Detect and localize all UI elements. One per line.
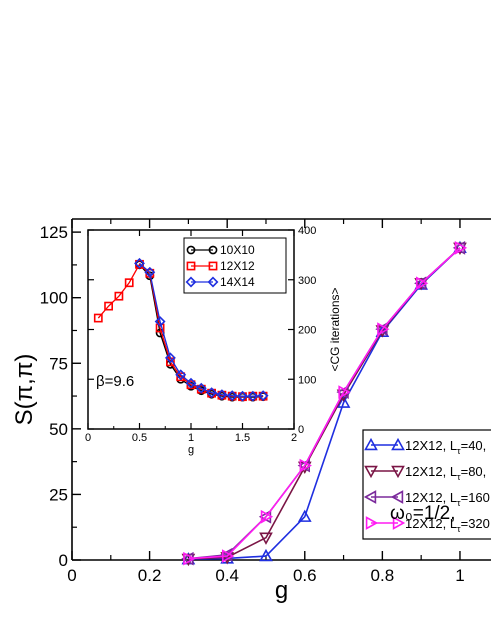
inset-x-tick-label: 0 [85, 432, 91, 444]
legend-marker [364, 437, 378, 451]
inset-series-3-point [237, 390, 248, 402]
inset-y-tick-label: 400 [298, 225, 316, 237]
main-plot: 0 0.2 0.4 0.6 0.8 10255075100125gS(π,π)12X12,… [11, 218, 491, 604]
inset-legend-label: 14X14 [220, 275, 255, 289]
main-series-2-point [259, 532, 273, 545]
main-series-1-point [336, 395, 351, 408]
inset-series-2-point [104, 301, 113, 311]
inset-x-axis-label: g [188, 444, 194, 456]
inset-y-tick-label: 200 [298, 325, 316, 337]
inset-series-3-point [185, 377, 197, 389]
inset-series-3-point [247, 390, 259, 402]
main-series-4-point [338, 385, 351, 399]
inset-x-tick-label: 1.5 [235, 432, 250, 444]
inset-legend-marker [207, 276, 219, 288]
inset-legend-marker [208, 261, 218, 271]
inset-series-3-point [134, 257, 145, 269]
inset-series-3-point [164, 352, 176, 364]
inset-series-3-point [216, 389, 228, 401]
inset-series-3-point [154, 316, 166, 327]
main-annotation: ω₀=1/2, [390, 503, 456, 524]
main-x-tick-label: 0.8 [371, 566, 395, 585]
main-series-4-point [454, 240, 468, 255]
main-y-tick-label: 125 [40, 223, 68, 242]
main-series-line-1 [188, 247, 461, 561]
main-legend-label: 12X12, Lτ=80, [405, 464, 486, 482]
inset-legend-marker [186, 245, 196, 255]
main-x-tick-label: 0 [67, 566, 76, 585]
main-y-tick-label: 100 [40, 289, 68, 308]
main-x-axis-label: g [275, 577, 288, 604]
main-legend-label: 12X12, Lτ=320 [405, 516, 490, 534]
inset-y-tick-label: 0 [298, 424, 304, 436]
main-series-4-point [221, 549, 235, 563]
main-y-axis-label: S(π,π) [11, 354, 38, 426]
legend-marker [391, 437, 405, 451]
inset-legend-label: 12X12 [220, 259, 255, 273]
inset-series-3-point [175, 369, 187, 381]
inset-series-3-point [206, 387, 218, 399]
inset-series-2-point [176, 372, 186, 382]
legend-marker [364, 465, 378, 479]
main-x-tick-label: 0.4 [215, 566, 239, 585]
inset-series-2-point [124, 278, 134, 288]
legend-marker [390, 490, 404, 504]
main-series-4-point [299, 458, 312, 473]
main-y-tick-label: 0 [59, 551, 68, 570]
inset-x-tick-label: 1 [188, 432, 194, 444]
inset-y-axis-label: <CG iterations> [328, 287, 342, 371]
inset-series-2-point [155, 323, 165, 333]
main-series-4-point [377, 322, 390, 337]
inset-legend-label: 10X10 [220, 243, 255, 257]
legend-marker [391, 465, 405, 479]
main-series-4-point [415, 276, 429, 291]
inset-series-3-point [195, 382, 207, 394]
main-legend-box [362, 429, 491, 540]
inset-series-line-3 [139, 262, 264, 397]
main-series-4-point [260, 509, 274, 524]
main-series-1-point [259, 548, 273, 562]
legend-marker [392, 516, 406, 530]
main-x-tick-label: 1 [455, 566, 464, 585]
inset-x-tick-label: 2 [291, 432, 297, 444]
inset-y-tick-label: 300 [298, 275, 316, 287]
main-legend: 12X12, Lτ=40, 12X12, Lτ=80, 12X12, Lτ=160 1… [362, 429, 491, 540]
inset-legend-marker [185, 276, 197, 288]
main-y-tick-label: 50 [49, 420, 68, 439]
inset-series-3-point [144, 266, 156, 278]
inset-series-2-point [93, 313, 103, 323]
main-legend-label: 12X12, Lτ=160 [405, 490, 490, 508]
legend-marker [365, 516, 379, 530]
inset-x-tick-label: 0.5 [132, 432, 147, 444]
main-x-tick-label: 0.2 [138, 566, 162, 585]
inset-legend: 10X10 12X12 14X14 [183, 237, 287, 294]
main-series-2-point [336, 389, 351, 402]
main-series-line-4 [188, 247, 461, 560]
inset-series-3-point [257, 390, 269, 402]
inset-series-2-point [114, 291, 124, 301]
main-series-2-point [414, 278, 429, 291]
inset-annotation: β=9.6 [96, 373, 134, 390]
legend-marker [363, 490, 377, 504]
inset-series-3-point [226, 390, 238, 402]
main-series-1-point [297, 509, 312, 522]
main-series-4-point [183, 551, 196, 566]
inset-legend-marker [186, 261, 196, 271]
main-y-tick-label: 25 [49, 485, 68, 504]
main-series-2-point [453, 242, 467, 256]
main-y-tick-label: 75 [49, 354, 68, 373]
main-legend-label: 12X12, Lτ=40, [405, 438, 486, 456]
inset-legend-marker [208, 245, 218, 255]
inset-y-tick-label: 100 [298, 374, 316, 386]
main-x-tick-label: 0.6 [293, 566, 317, 585]
